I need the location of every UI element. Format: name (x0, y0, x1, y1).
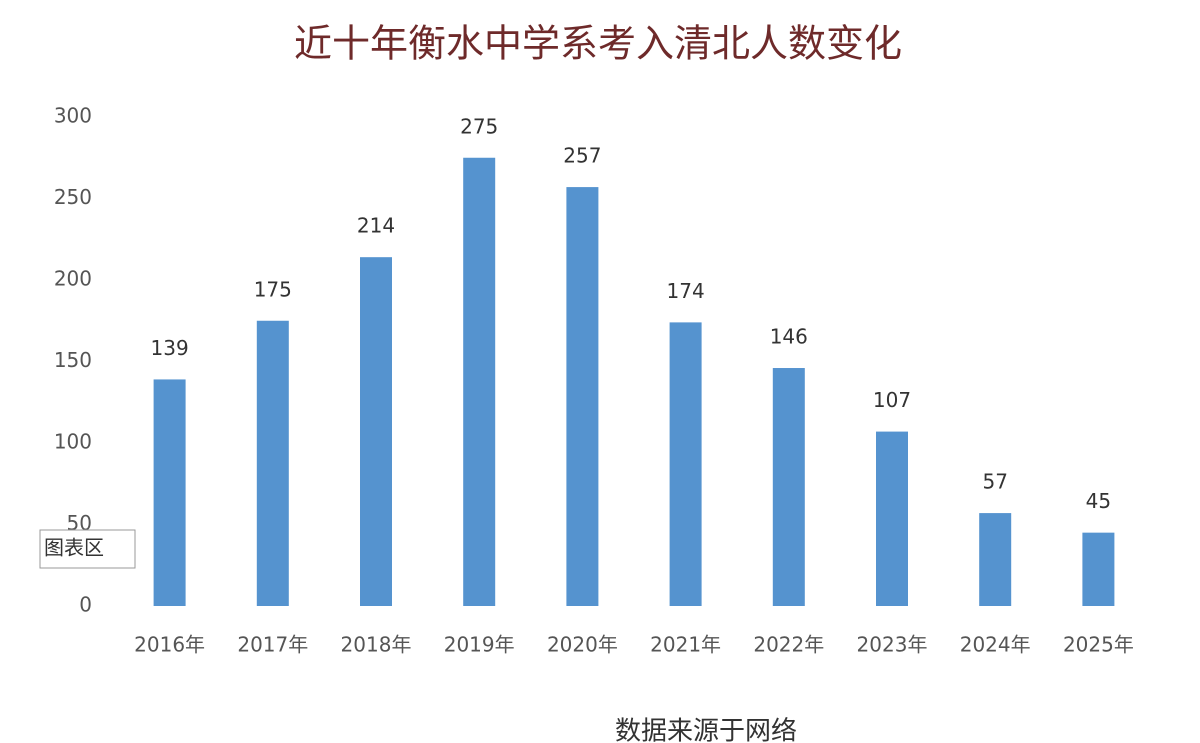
x-tick-label: 2019年 (444, 633, 515, 657)
value-label: 146 (770, 325, 808, 349)
y-tick-label: 250 (54, 185, 92, 209)
tooltip-box (39, 529, 136, 569)
bar (463, 157, 496, 606)
x-tick-label: 2021年 (650, 633, 721, 657)
x-tick-label: 2025年 (1063, 633, 1134, 657)
bar (876, 431, 908, 606)
x-tick-label: 2023年 (857, 633, 928, 657)
value-label: 175 (254, 277, 292, 301)
bar (669, 322, 702, 606)
bar (256, 320, 289, 606)
value-label: 174 (667, 279, 705, 303)
x-tick-label: 2020年 (547, 633, 618, 657)
value-label: 139 (151, 336, 189, 360)
bar (360, 257, 392, 606)
tooltip-text: 图表区 (44, 536, 104, 560)
bar (1082, 532, 1115, 606)
y-tick-label: 100 (54, 430, 92, 454)
x-tick-label: 2024年 (960, 633, 1031, 657)
y-tick-label: 0 (79, 593, 92, 617)
source-note: 数据来源于网络 (615, 717, 797, 743)
value-label: 257 (563, 144, 601, 168)
y-tick-label: 200 (54, 267, 92, 291)
value-label: 57 (982, 470, 1007, 494)
y-tick-label: 150 (54, 348, 92, 372)
x-tick-label: 2016年 (134, 633, 205, 657)
y-tick-label: 300 (54, 104, 92, 128)
value-label: 45 (1086, 489, 1111, 513)
bar (772, 368, 805, 606)
value-label: 107 (873, 388, 911, 412)
chart-title: 近十年衡水中学系考入清北人数变化 (294, 22, 902, 66)
value-label: 214 (357, 214, 395, 238)
value-label: 275 (460, 114, 498, 138)
bar (979, 513, 1012, 606)
x-tick-label: 2018年 (341, 633, 412, 657)
x-tick-label: 2022年 (753, 633, 824, 657)
bar (153, 379, 186, 606)
x-tick-label: 2017年 (237, 633, 308, 657)
bar (566, 187, 599, 606)
